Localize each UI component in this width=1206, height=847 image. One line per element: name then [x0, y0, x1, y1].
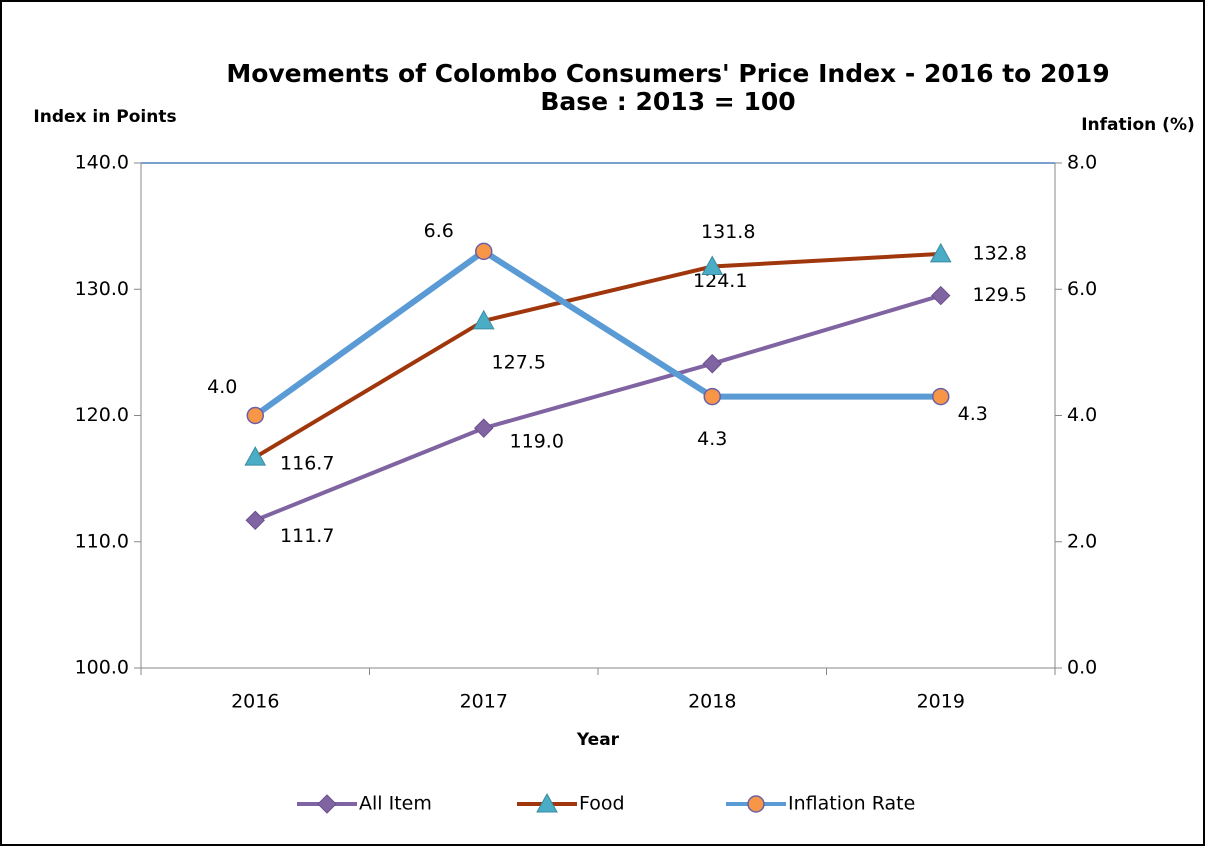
y-axis-title: Index in Points [33, 107, 176, 127]
data-point [245, 510, 265, 530]
legend-marker [747, 795, 765, 813]
data-label: 129.5 [973, 284, 1027, 306]
data-point [931, 285, 951, 306]
series-line [254, 293, 942, 523]
x-axis-title: Year [576, 730, 620, 750]
data-point [703, 387, 721, 406]
y2-tick-label: 2.0 [1067, 530, 1097, 552]
data-label: 4.3 [958, 403, 988, 425]
series-line [254, 251, 941, 459]
y2-tick-label: 4.0 [1067, 404, 1097, 426]
data-label: 124.1 [693, 270, 747, 292]
legend-marker [317, 794, 337, 814]
x-tick-label: 2018 [688, 691, 736, 713]
x-tick-label: 2016 [231, 691, 279, 713]
data-point [472, 309, 495, 330]
y2-axis-title: Infation (%) [1081, 115, 1195, 135]
y-tick-label: 130.0 [75, 278, 129, 300]
data-point [929, 242, 952, 263]
series-line [253, 247, 941, 418]
data-point [244, 446, 267, 466]
data-label: 131.8 [701, 221, 755, 243]
legend-label: All Item [359, 793, 432, 815]
x-tick-label: 2019 [917, 691, 965, 713]
data-point [246, 406, 264, 425]
data-label: 6.6 [424, 220, 454, 242]
legend-marker [536, 792, 558, 813]
data-label: 111.7 [280, 525, 334, 547]
y2-tick-label: 6.0 [1067, 278, 1097, 300]
y2-tick-label: 0.0 [1067, 657, 1097, 679]
y-tick-label: 140.0 [75, 152, 129, 174]
data-point [702, 354, 722, 374]
data-label: 4.3 [697, 428, 727, 450]
y-tick-label: 100.0 [75, 657, 129, 679]
y-tick-label: 120.0 [75, 404, 129, 426]
chart-subtitle: Base : 2013 = 100 [540, 87, 795, 116]
data-point [932, 387, 950, 406]
x-tick-label: 2017 [460, 691, 508, 713]
y-tick-label: 110.0 [75, 530, 129, 552]
data-label: 4.0 [207, 376, 237, 398]
y2-tick-label: 8.0 [1067, 152, 1097, 174]
legend-label: Inflation Rate [788, 793, 915, 815]
data-point [474, 418, 494, 438]
chart-title: Movements of Colombo Consumers' Price In… [226, 59, 1109, 88]
data-point [701, 255, 724, 276]
data-label: 116.7 [280, 453, 334, 475]
data-label: 119.0 [510, 431, 564, 453]
data-label: 132.8 [973, 242, 1027, 264]
data-point [475, 242, 493, 261]
data-label: 127.5 [492, 351, 546, 373]
legend-label: Food [579, 793, 625, 815]
